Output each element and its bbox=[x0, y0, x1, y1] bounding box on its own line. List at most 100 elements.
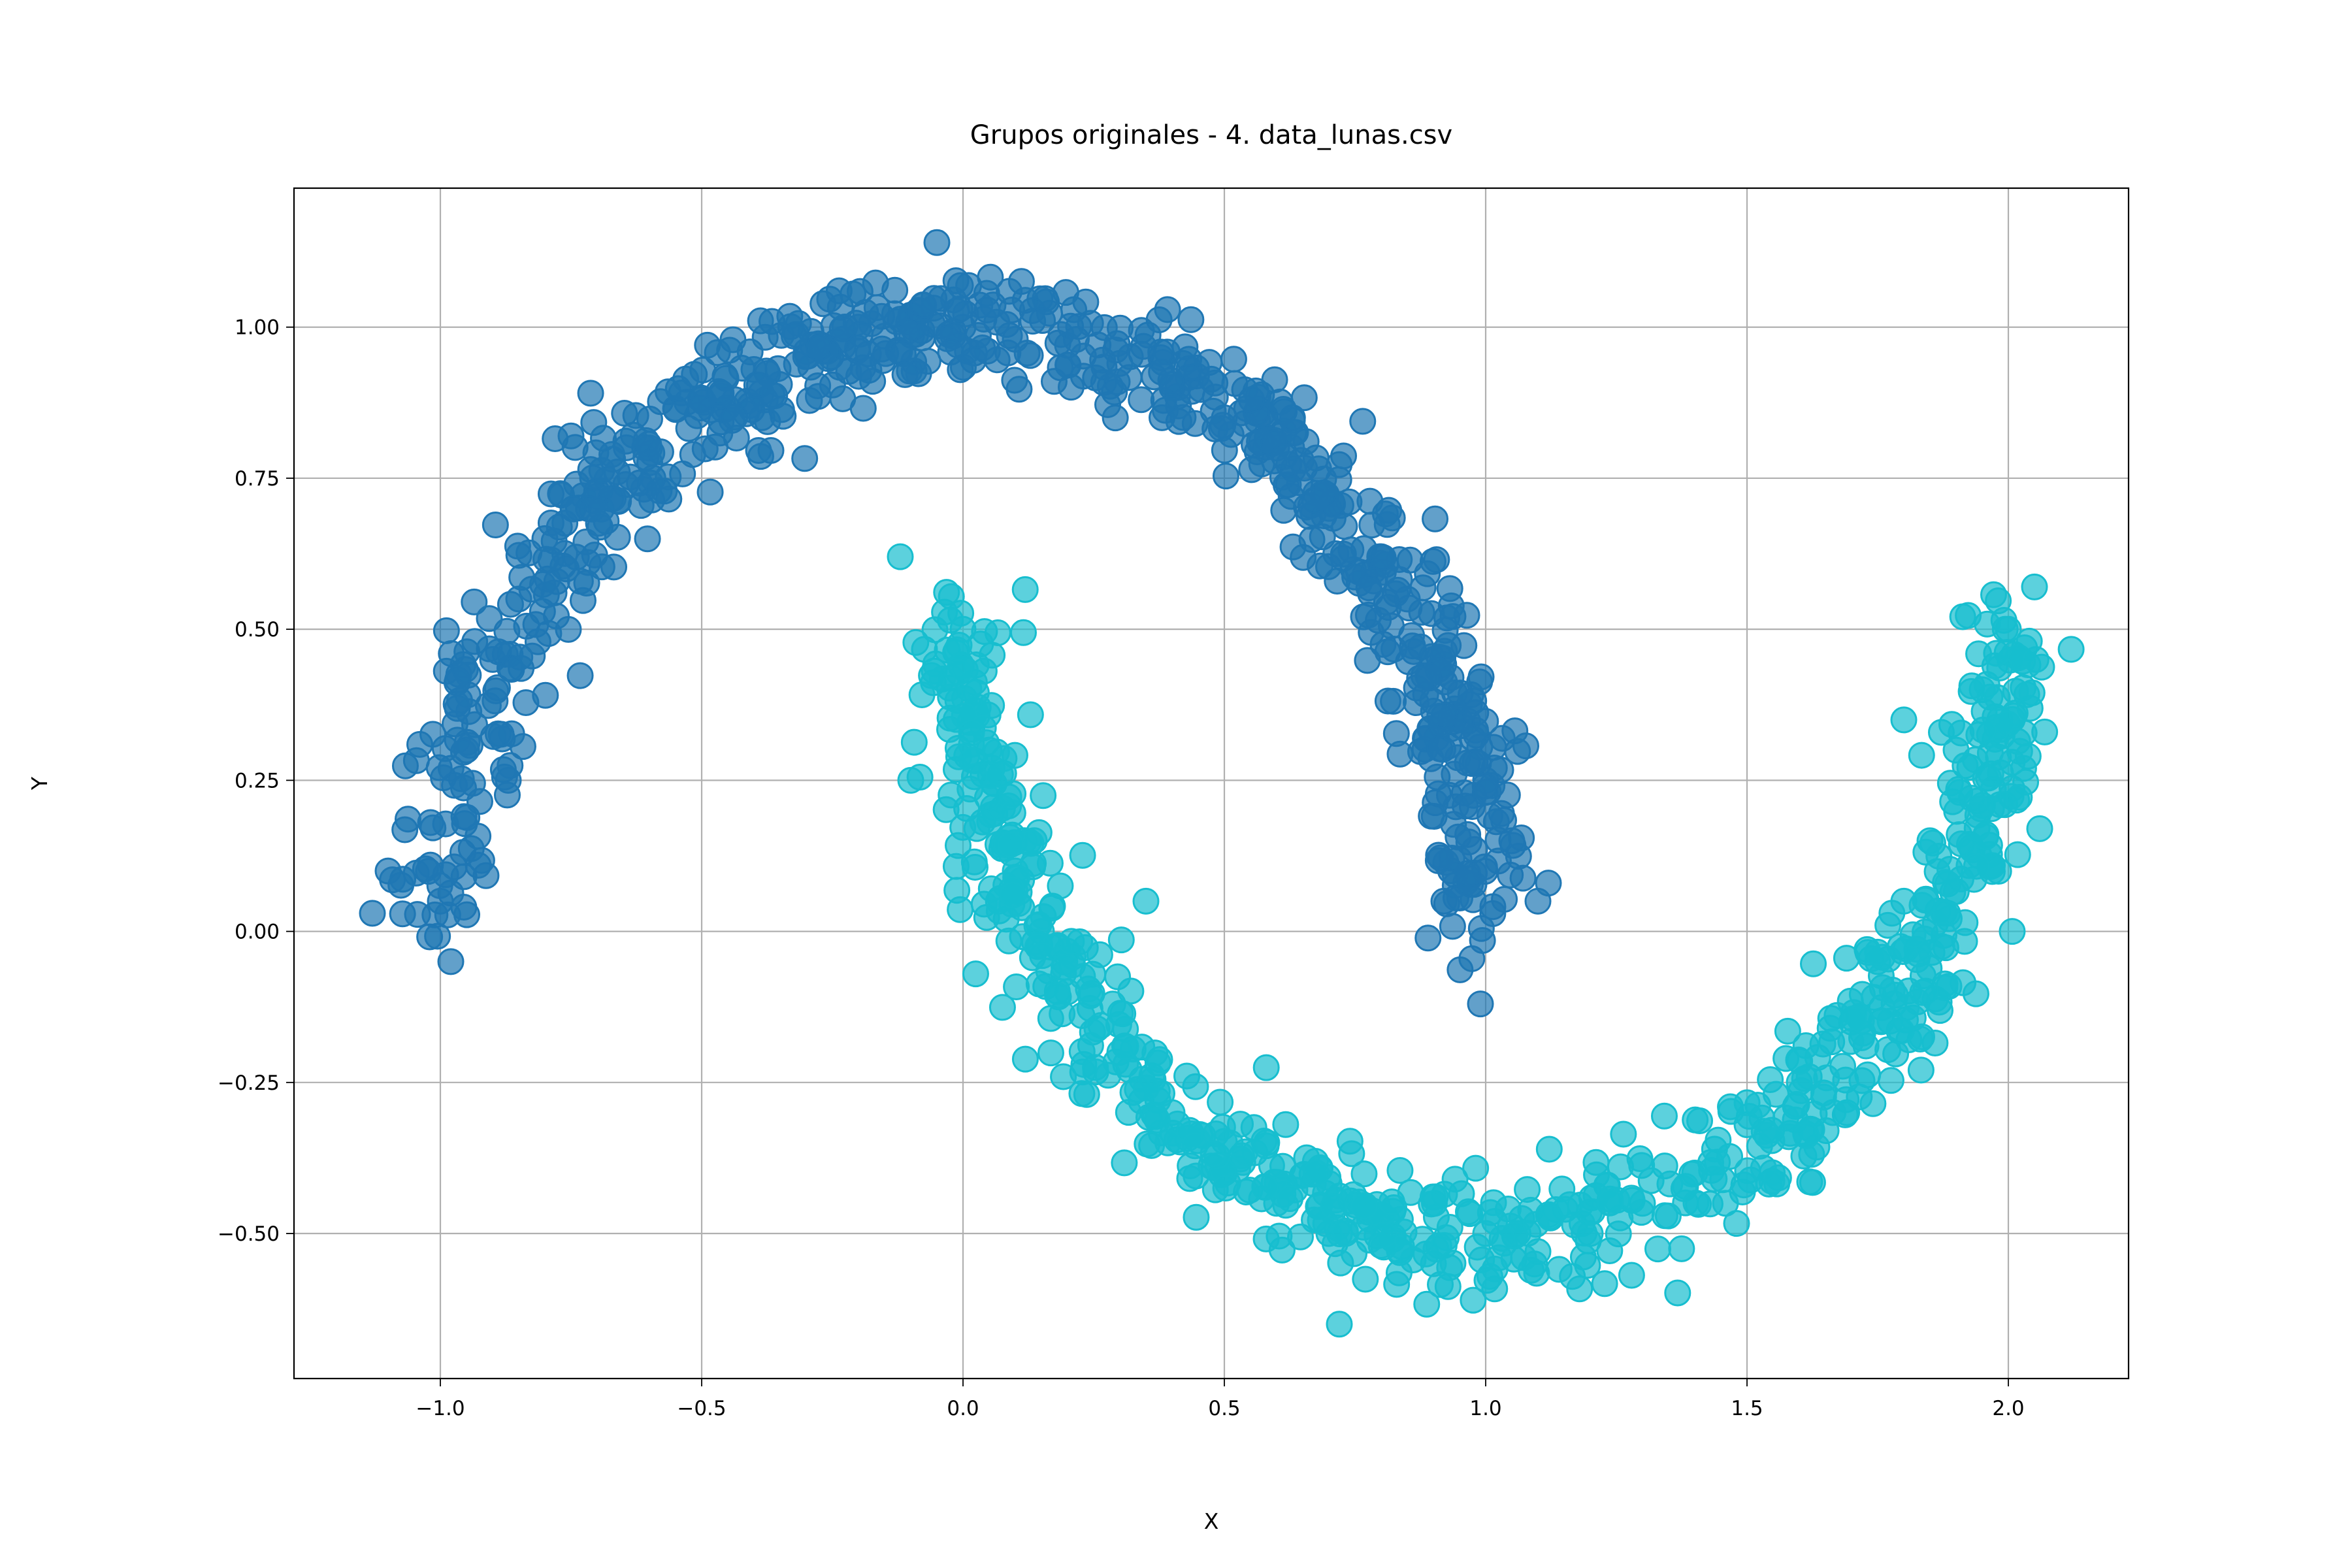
x-tick-label: 0.0 bbox=[947, 1397, 979, 1420]
data-point bbox=[424, 923, 451, 950]
data-point bbox=[1535, 870, 1562, 897]
data-point bbox=[962, 960, 989, 988]
data-point bbox=[1398, 622, 1426, 649]
data-point bbox=[1514, 1176, 1541, 1203]
data-point bbox=[1556, 1191, 1584, 1218]
series-1 bbox=[359, 229, 1562, 1018]
data-point bbox=[1102, 336, 1130, 364]
data-point bbox=[1040, 368, 1068, 395]
data-point bbox=[2004, 841, 2031, 868]
data-point bbox=[2057, 636, 2085, 663]
data-point bbox=[1508, 825, 1535, 852]
data-point bbox=[1375, 497, 1403, 524]
data-point bbox=[1912, 977, 1939, 1005]
data-point bbox=[988, 994, 1016, 1021]
data-point bbox=[1509, 864, 1537, 892]
data-point bbox=[1374, 687, 1401, 715]
data-point bbox=[391, 816, 419, 843]
data-point bbox=[999, 881, 1026, 909]
data-point bbox=[1355, 574, 1382, 602]
data-point bbox=[1837, 1028, 1865, 1055]
data-point bbox=[711, 363, 739, 390]
data-point bbox=[508, 564, 536, 591]
data-point bbox=[1654, 1202, 1682, 1230]
data-point bbox=[1251, 1173, 1279, 1201]
data-point bbox=[559, 495, 587, 523]
data-point bbox=[387, 872, 415, 899]
data-point bbox=[1446, 679, 1474, 707]
data-point bbox=[914, 348, 941, 375]
data-point bbox=[1369, 544, 1397, 572]
data-point bbox=[647, 438, 674, 466]
data-point bbox=[1279, 404, 1306, 432]
data-point bbox=[1460, 1286, 1487, 1314]
data-point bbox=[1009, 619, 1037, 646]
data-point bbox=[2022, 646, 2050, 674]
data-point bbox=[1277, 1185, 1304, 1213]
data-point bbox=[791, 445, 819, 472]
data-point bbox=[2026, 815, 2053, 842]
data-point bbox=[704, 339, 731, 367]
data-point bbox=[1132, 887, 1160, 915]
data-point bbox=[1597, 1189, 1624, 1217]
data-point bbox=[999, 799, 1026, 826]
data-point bbox=[1382, 720, 1410, 747]
data-point bbox=[1490, 806, 1518, 834]
data-point bbox=[1030, 782, 1057, 809]
data-point bbox=[389, 900, 416, 928]
data-point bbox=[1596, 1237, 1624, 1265]
data-point bbox=[433, 617, 460, 644]
data-point bbox=[1207, 1088, 1234, 1116]
data-point bbox=[900, 728, 928, 756]
data-point bbox=[993, 311, 1021, 338]
data-point bbox=[1133, 1074, 1160, 1102]
data-point bbox=[1370, 1221, 1397, 1249]
data-point bbox=[461, 628, 489, 655]
data-point bbox=[1467, 915, 1495, 942]
data-point bbox=[1461, 836, 1488, 863]
data-point bbox=[1846, 1083, 1873, 1111]
data-point bbox=[1418, 1190, 1445, 1218]
data-point bbox=[497, 591, 524, 618]
data-point bbox=[1331, 513, 1358, 540]
data-point bbox=[1019, 944, 1046, 972]
data-point bbox=[604, 523, 631, 551]
data-point bbox=[1418, 802, 1445, 830]
data-point bbox=[1177, 306, 1205, 333]
data-point bbox=[852, 299, 879, 326]
data-point bbox=[1952, 909, 1979, 936]
y-tick-label: 0.75 bbox=[235, 467, 280, 491]
data-point bbox=[1817, 1005, 1844, 1032]
data-point bbox=[723, 425, 750, 452]
data-point bbox=[994, 339, 1022, 367]
data-point bbox=[1963, 815, 1991, 842]
data-point bbox=[1890, 706, 1918, 734]
data-point bbox=[1378, 1188, 1405, 1216]
data-point bbox=[2006, 783, 2033, 811]
data-point bbox=[1626, 1145, 1654, 1173]
data-point bbox=[921, 616, 949, 644]
data-point bbox=[1945, 776, 1972, 803]
data-point bbox=[1569, 1243, 1597, 1271]
data-point bbox=[1350, 1160, 1378, 1188]
data-point bbox=[958, 719, 985, 747]
data-point bbox=[1927, 719, 1955, 746]
x-axis-label: X bbox=[1204, 1509, 1219, 1534]
data-point bbox=[1908, 892, 1936, 919]
data-point bbox=[1701, 1166, 1728, 1193]
data-point bbox=[1932, 869, 1959, 896]
data-point bbox=[600, 553, 628, 581]
data-point bbox=[1758, 1127, 1786, 1154]
y-axis-ticks: 1.00 0.75 0.50 0.25 0.00 −0.25 −0.50 bbox=[218, 316, 294, 1246]
data-point bbox=[1454, 749, 1481, 777]
data-point bbox=[537, 480, 564, 508]
data-point bbox=[937, 338, 964, 366]
data-point bbox=[1349, 408, 1377, 435]
data-point bbox=[1212, 1174, 1239, 1201]
data-points bbox=[359, 229, 2085, 1338]
data-point bbox=[969, 808, 996, 836]
data-point bbox=[1068, 1037, 1096, 1065]
data-point bbox=[1522, 1211, 1550, 1238]
data-point bbox=[1104, 963, 1132, 990]
data-point bbox=[482, 511, 509, 538]
